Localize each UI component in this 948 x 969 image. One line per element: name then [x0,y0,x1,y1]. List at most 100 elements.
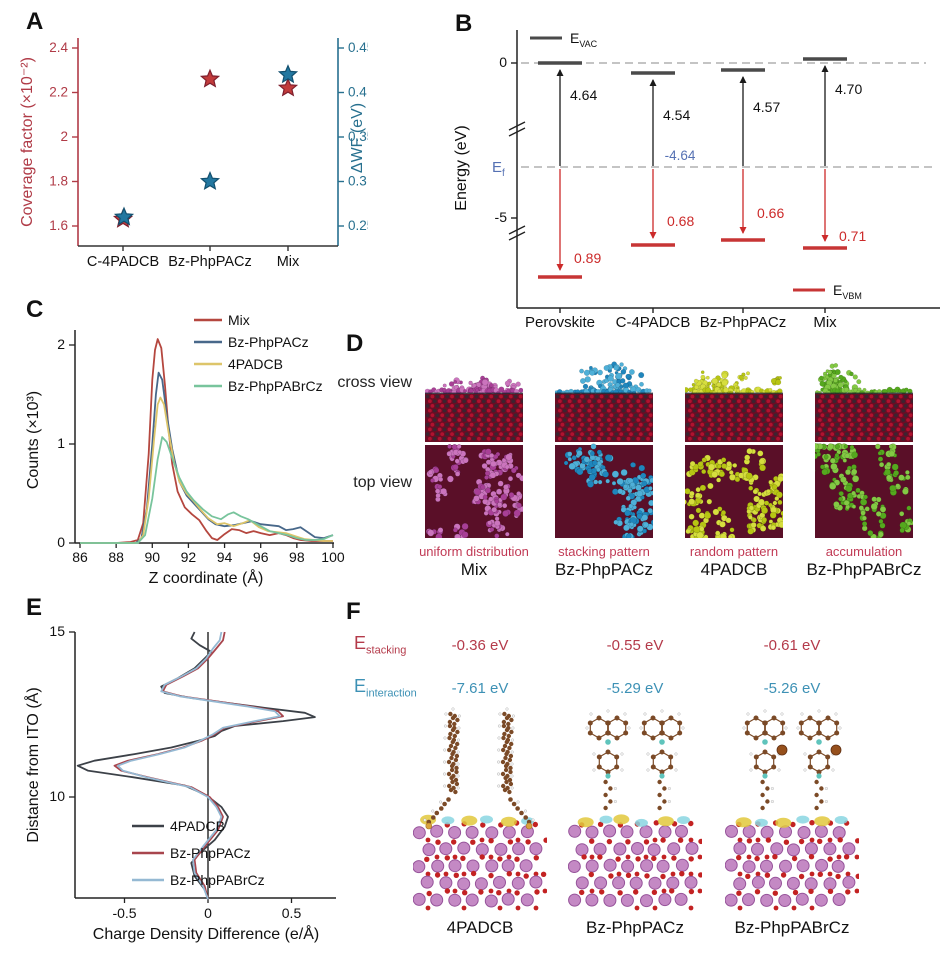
svg-text:-5: -5 [495,209,508,225]
md-column-name: Bz-PhpPACz [555,560,653,579]
svg-text:2: 2 [57,336,65,352]
svg-text:C-4PADCB: C-4PADCB [616,314,691,331]
scatter-markers [112,64,299,228]
svg-text:4PADCB: 4PADCB [228,356,283,372]
svg-text:EVAC: EVAC [570,30,598,49]
svg-text:Bz-PhpPABrCz: Bz-PhpPABrCz [170,872,265,888]
svg-text:4.70: 4.70 [835,81,862,97]
e-stacking-symbol: E [354,633,367,653]
dft-column-name: Bz-PhpPACz [586,918,684,937]
cross-view-label: cross view [337,374,412,391]
svg-text:Z coordinate (Å): Z coordinate (Å) [149,568,264,587]
svg-text:100: 100 [321,549,345,565]
dft-structure-Bz-PhpPACz [568,709,702,911]
panel-d-label: D [346,330,364,357]
e-interaction-label: Einteraction [354,677,417,700]
svg-text:10: 10 [49,788,65,804]
svg-text:-4.64: -4.64 [665,148,696,163]
svg-text:2: 2 [60,129,68,144]
svg-text:Coverage factor (×10⁻²): Coverage factor (×10⁻²) [19,57,36,227]
svg-text:C-4PADCB: C-4PADCB [87,254,159,270]
dft-structure-Bz-PhpPABrCz [725,709,859,911]
e-interaction-subscript: interaction [366,687,417,700]
svg-text:1.8: 1.8 [49,174,68,189]
svg-text:1.6: 1.6 [49,218,68,233]
md-descriptor: accumulation [825,544,903,559]
svg-text:Perovskite: Perovskite [525,314,595,331]
panel-b-label: B [455,10,473,37]
svg-text:4PADCB: 4PADCB [170,818,225,834]
md-column-4PADCB [685,370,783,538]
svg-text:0.71: 0.71 [839,228,866,244]
svg-text:Mix: Mix [228,312,250,328]
svg-text:0.25: 0.25 [348,218,368,233]
interaction-energy-value: -5.26 eV [763,680,821,697]
panel-a-chart: 2.4 2.2 2 1.8 1.6 0.45 0.4 0.35 0.3 0.25 C-4PADCB B… [19,38,368,270]
svg-text:94: 94 [217,549,233,565]
svg-text:Counts (×10³): Counts (×10³) [25,391,42,489]
dft-column-name: 4PADCB [446,918,514,937]
svg-text:0.3: 0.3 [348,174,367,189]
svg-text:ΔWF (eV): ΔWF (eV) [349,103,366,173]
top-view-label: top view [353,474,412,491]
stacking-energy-value: -0.36 eV [451,637,509,654]
svg-text:4.64: 4.64 [570,87,597,103]
svg-text:0: 0 [57,534,65,550]
md-descriptor: random pattern [689,544,779,559]
panel-e-chart: 15 10 -0.5 0 0.5 Charge Density Difference (e… [23,623,336,943]
md-descriptor: uniform distribution [419,544,529,559]
svg-text:98: 98 [289,549,305,565]
md-column-Bz-PhpPACz [555,361,653,538]
svg-text:0.66: 0.66 [757,205,784,221]
svg-text:0.35: 0.35 [348,129,368,144]
panel-f-label: F [346,598,361,625]
svg-text:0: 0 [204,905,212,921]
svg-text:15: 15 [49,623,65,639]
svg-text:90: 90 [144,549,160,565]
svg-text:0.89: 0.89 [574,250,601,266]
panel-c-chart: 0 1 2 86 88 90 92 94 96 98 100 Z coordinate (Å) Coun… [25,312,345,587]
svg-text:2.2: 2.2 [49,85,68,100]
svg-text:Mix: Mix [813,314,837,331]
md-descriptor: stacking pattern [558,544,650,559]
svg-text:2.4: 2.4 [49,40,68,55]
interaction-energy-value: -5.29 eV [606,680,664,697]
svg-text:0.5: 0.5 [282,905,302,921]
dft-column-name: Bz-PhpPABrCz [734,918,850,937]
svg-text:Bz-PhpPABrCz: Bz-PhpPABrCz [228,378,323,394]
svg-text:Charge Density Difference (e/Å: Charge Density Difference (e/Å) [93,924,319,943]
svg-text:Bz-PhpPACz: Bz-PhpPACz [170,845,251,861]
md-column-Mix [425,375,523,538]
md-column-name: 4PADCB [700,560,768,579]
svg-text:Distance from ITO (Å): Distance from ITO (Å) [23,687,42,842]
e-interaction-symbol: E [354,676,367,696]
svg-text:0.68: 0.68 [667,213,694,229]
svg-text:Bz-PhpPACz: Bz-PhpPACz [228,334,309,350]
md-column-name: Bz-PhpPABrCz [806,560,922,579]
svg-text:86: 86 [72,549,88,565]
md-column-name: Mix [460,560,488,579]
e-stacking-subscript: stacking [366,644,407,657]
svg-text:Bz-PhpPACz: Bz-PhpPACz [168,254,252,270]
md-column-Bz-PhpPABrCz [815,363,913,538]
interaction-energy-value: -7.61 eV [451,680,509,697]
svg-text:Energy (eV): Energy (eV) [453,125,470,210]
svg-text:4.57: 4.57 [753,99,780,115]
panel-e-label: E [26,594,43,621]
svg-text:88: 88 [108,549,124,565]
svg-text:Ef: Ef [492,159,505,179]
panel-b-chart: 0 -5 Energy (eV) EVAC EVBM Ef -4.64 4.64 0.89 Per… [453,30,940,331]
svg-text:4.54: 4.54 [663,107,690,123]
svg-text:1: 1 [57,435,65,451]
svg-text:-0.5: -0.5 [112,905,136,921]
e-stacking-label: Estacking [354,634,406,657]
stacking-energy-value: -0.55 eV [606,637,664,654]
panel-c-label: C [26,296,44,323]
svg-text:0.45: 0.45 [348,40,368,55]
svg-text:EVBM: EVBM [833,282,862,301]
svg-text:0.4: 0.4 [348,85,367,100]
svg-text:92: 92 [181,549,197,565]
svg-text:Mix: Mix [277,254,300,270]
series-Bz-PhpPABrCz [80,436,334,544]
